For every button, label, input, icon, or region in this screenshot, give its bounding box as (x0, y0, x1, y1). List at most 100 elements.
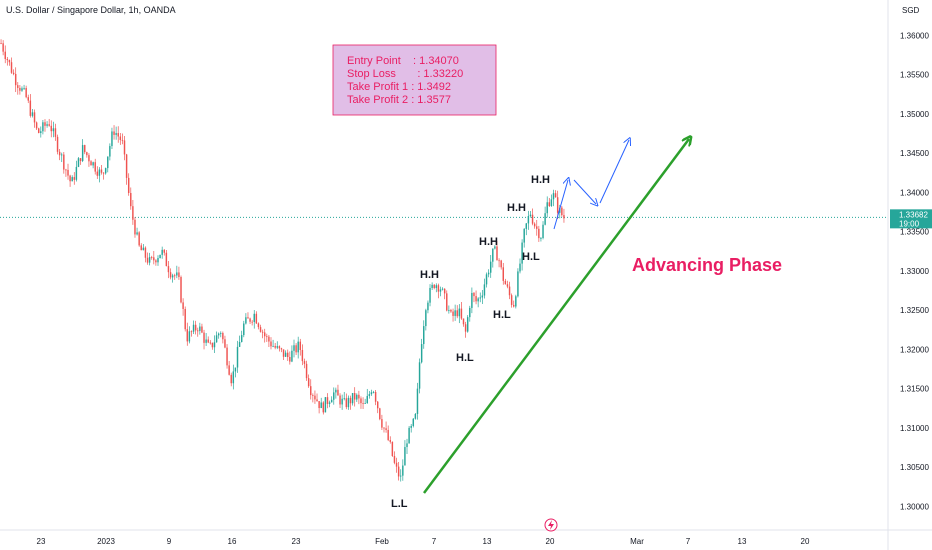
candle-body (81, 145, 84, 162)
candle-body (418, 362, 421, 389)
candle-body (207, 339, 209, 343)
candle-body (492, 248, 494, 262)
x-tick-label: 13 (738, 537, 747, 546)
candle-body (178, 272, 180, 278)
candle-body (469, 307, 471, 318)
candle-body (328, 402, 331, 404)
candle-body (502, 267, 505, 281)
candle-body (259, 327, 262, 332)
candle-body (119, 136, 122, 140)
candle-body (282, 349, 285, 357)
candle-body (544, 213, 546, 225)
candle-body (498, 260, 500, 262)
candle-body (286, 352, 289, 358)
candle-body (255, 313, 258, 324)
candle-body (293, 345, 295, 351)
candle-body (343, 398, 345, 400)
candle-body (496, 246, 498, 261)
candle-body (188, 331, 191, 342)
lightning-icon[interactable] (544, 518, 558, 532)
candle-body (358, 394, 360, 399)
candle-body (376, 401, 379, 409)
candle-body (517, 271, 519, 297)
candle-body (192, 324, 195, 332)
candle-body (263, 332, 266, 337)
candle-body (142, 247, 145, 251)
annotation-hl-3: H.L (522, 251, 540, 263)
annotation-hl-2: H.L (493, 309, 511, 321)
trade-info-box: Entry Point : 1.34070 Stop Loss : 1.3322… (332, 44, 497, 116)
y-tick-label: 1.31000 (900, 424, 929, 433)
candle-body (450, 310, 452, 312)
candle-body (153, 257, 155, 261)
candle-body (46, 124, 48, 126)
y-tick-label: 1.34000 (900, 188, 929, 197)
candle-body (21, 88, 23, 91)
candle-body (90, 161, 92, 166)
candle-body (523, 228, 525, 243)
candle-body (150, 257, 153, 258)
candle-body (387, 429, 389, 441)
candle-body (299, 341, 302, 351)
candle-body (521, 242, 523, 264)
candle-body (395, 462, 398, 467)
candle-body (109, 146, 111, 157)
x-tick-label: 20 (801, 537, 810, 546)
y-tick-label: 1.32500 (900, 306, 929, 315)
candle-body (477, 298, 479, 302)
candle-body (439, 289, 442, 292)
candle-body (494, 246, 496, 249)
candle-body (25, 88, 27, 98)
candle-body (111, 131, 113, 147)
candle-body (261, 331, 264, 333)
annotation-ll: L.L (391, 498, 408, 510)
candle-body (125, 154, 128, 178)
candle-body (307, 378, 310, 387)
x-tick-label: 7 (432, 537, 437, 546)
candle-body (423, 326, 425, 345)
candle-body (71, 177, 73, 182)
candle-body (173, 275, 176, 277)
candle-body (127, 177, 130, 193)
candle-body (113, 131, 115, 135)
candle-body (211, 342, 214, 348)
candle-body (473, 292, 475, 297)
candle-body (435, 285, 438, 289)
candle-body (552, 193, 555, 200)
candle-body (257, 323, 260, 328)
y-tick-label: 1.30000 (900, 502, 929, 511)
candle-body (324, 397, 327, 413)
candle-body (297, 341, 299, 353)
candle-body (238, 342, 241, 347)
candle-body (86, 152, 88, 156)
candle-body (335, 389, 337, 393)
candle-body (414, 413, 417, 419)
candle-body (519, 263, 521, 272)
candle-body (159, 254, 161, 259)
candle-body (169, 272, 172, 278)
candle-body (236, 346, 239, 368)
annotation-hh-2: H.H (479, 236, 498, 248)
candle-body (44, 122, 46, 126)
candle-body (533, 223, 536, 227)
candle-body (515, 296, 517, 307)
candle-body (0, 43, 2, 44)
candle-body (310, 386, 312, 396)
candle-body (60, 154, 63, 156)
currency-label: SGD (902, 6, 920, 15)
candle-body (454, 310, 456, 316)
price-tag-value: 1.33682 (899, 210, 928, 219)
projection-arrow-2 (573, 179, 596, 204)
candle-body (31, 112, 34, 116)
candle-body (167, 266, 170, 273)
y-tick-label: 1.33000 (900, 267, 929, 276)
candle-body (146, 257, 149, 263)
candle-body (23, 88, 25, 89)
candle-body (50, 125, 53, 132)
candle-body (466, 317, 469, 332)
candle-body (278, 346, 281, 349)
candle-body (249, 318, 251, 322)
candle-body (84, 145, 86, 153)
candle-body (42, 122, 44, 132)
